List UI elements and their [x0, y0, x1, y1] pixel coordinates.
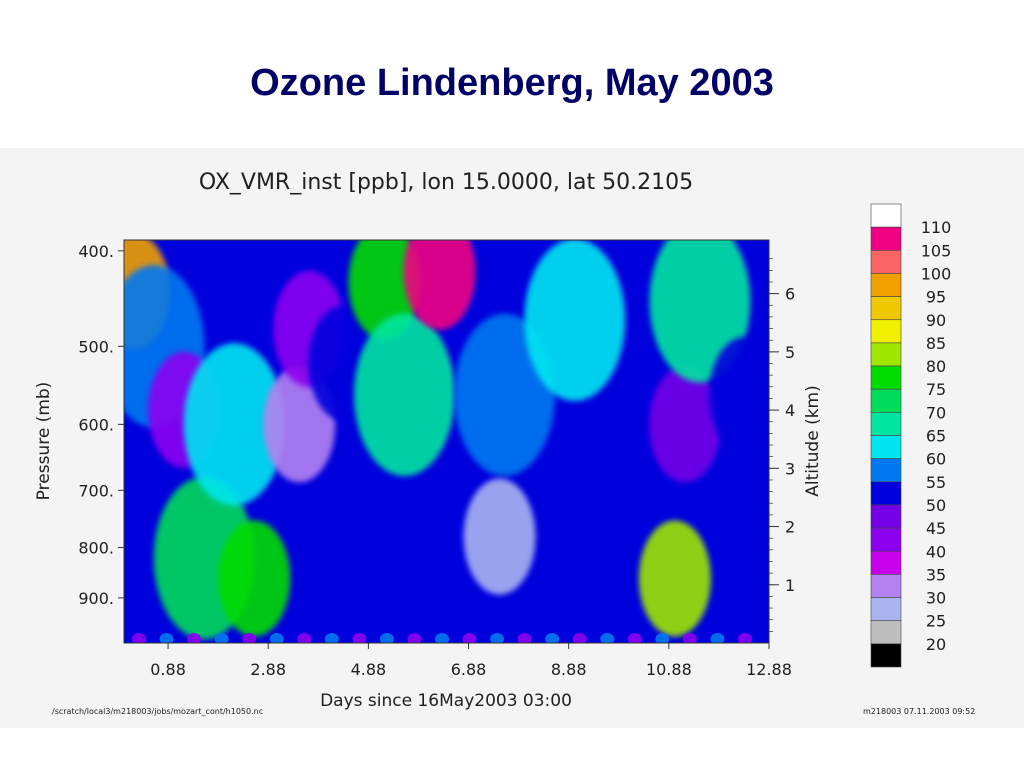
- altitude-axis-label: Altitude (km): [803, 385, 823, 497]
- colorbar-label: 85: [926, 334, 946, 353]
- colorbar-label: 45: [926, 519, 946, 538]
- colorbar-label: 110: [921, 218, 952, 237]
- heatmap-cell: [639, 520, 711, 636]
- x-axis-label: Days since 16May2003 03:00: [320, 691, 572, 711]
- colorbar-swatch: [871, 297, 901, 320]
- colorbar-label: 35: [926, 565, 946, 584]
- colorbar-swatch: [871, 227, 901, 250]
- colorbar-swatch: [871, 250, 901, 273]
- heatmap-cell: [709, 337, 781, 453]
- colorbar-swatch: [871, 505, 901, 528]
- plot-panel: OX_VMR_inst [ppb], lon 15.0000, lat 50.2…: [0, 148, 1024, 728]
- colorbar-label: 75: [926, 380, 946, 399]
- colorbar-swatch: [871, 598, 901, 621]
- colorbar-swatch: [871, 528, 901, 551]
- y-tick-label: 700.: [78, 481, 114, 500]
- colorbar-swatch: [871, 320, 901, 343]
- x-tick-label: 10.88: [646, 660, 692, 679]
- colorbar-swatch: [871, 436, 901, 459]
- x-tick-label: 8.88: [551, 660, 587, 679]
- colorbar-swatch: [871, 366, 901, 389]
- x-tick-label: 0.88: [150, 660, 186, 679]
- colorbar-label: 70: [926, 403, 946, 422]
- colorbar-label: 100: [921, 264, 952, 283]
- colorbar-swatch: [871, 644, 901, 667]
- heatmap-cell: [464, 479, 536, 595]
- colorbar-swatch: [871, 482, 901, 505]
- colorbar-swatch: [871, 273, 901, 296]
- y-tick-label: 800.: [78, 538, 114, 557]
- colorbar-label: 90: [926, 311, 946, 330]
- footer-file-path: /scratch/local3/m218003/jobs/mozart_cont…: [52, 707, 263, 716]
- altitude-tick-label: 4: [785, 401, 795, 420]
- y-tick-label: 500.: [78, 337, 114, 356]
- y-axis-label: Pressure (mb): [34, 382, 54, 501]
- footer-timestamp: m218003 07.11.2003 09:52: [863, 707, 975, 716]
- colorbar-label: 60: [926, 450, 946, 469]
- altitude-tick-label: 1: [785, 576, 795, 595]
- colorbar-swatch: [871, 621, 901, 644]
- x-tick-label: 6.88: [451, 660, 487, 679]
- colorbar: 20 25 30 35 40 45 50 55 60 65 70 75 80 85 90 95 100 105 11…: [871, 204, 951, 667]
- colorbar-label: 20: [926, 635, 946, 654]
- colorbar-label: 40: [926, 542, 946, 561]
- colorbar-label: 55: [926, 473, 946, 492]
- colorbar-swatch: [871, 343, 901, 366]
- y-tick-label: 600.: [78, 415, 114, 434]
- colorbar-swatch: [871, 389, 901, 412]
- x-tick-label: 4.88: [351, 660, 387, 679]
- chart-title: OX_VMR_inst [ppb], lon 15.0000, lat 50.2…: [199, 170, 693, 195]
- colorbar-label: 95: [926, 288, 946, 307]
- colorbar-swatch: [871, 459, 901, 482]
- x-tick-label: 2.88: [250, 660, 286, 679]
- chart-svg: OX_VMR_inst [ppb], lon 15.0000, lat 50.2…: [0, 148, 1024, 728]
- colorbar-swatch: [871, 412, 901, 435]
- slide-title: Ozone Lindenberg, May 2003: [0, 62, 1024, 105]
- altitude-tick-label: 6: [785, 285, 795, 304]
- heatmap-cell: [218, 520, 290, 636]
- y-tick-label: 400.: [78, 242, 114, 261]
- y-axis: 400. 500. 600. 700. 800. 900.: [78, 242, 124, 608]
- heatmap-cell: [524, 239, 625, 401]
- colorbar-label: 30: [926, 589, 946, 608]
- altitude-tick-label: 2: [785, 518, 795, 537]
- altitude-tick-label: 3: [785, 459, 795, 478]
- colorbar-label: 25: [926, 612, 946, 631]
- colorbar-label: 80: [926, 357, 946, 376]
- heatmap-cell: [354, 314, 455, 476]
- colorbar-swatch: [871, 574, 901, 597]
- heatmap-cell: [403, 214, 475, 330]
- altitude-tick-label: 5: [785, 343, 795, 362]
- x-tick-label: 12.88: [746, 660, 792, 679]
- y-tick-label: 900.: [78, 589, 114, 608]
- altitude-axis: 1 2 3 4 5 6: [769, 259, 795, 632]
- x-axis: 0.88 2.88 4.88 6.88 8.88 10.88 12.88: [150, 643, 792, 679]
- colorbar-swatch: [871, 204, 901, 227]
- colorbar-label: 65: [926, 427, 946, 446]
- colorbar-label: 105: [921, 241, 952, 260]
- colorbar-label: 50: [926, 496, 946, 515]
- colorbar-swatch: [871, 551, 901, 574]
